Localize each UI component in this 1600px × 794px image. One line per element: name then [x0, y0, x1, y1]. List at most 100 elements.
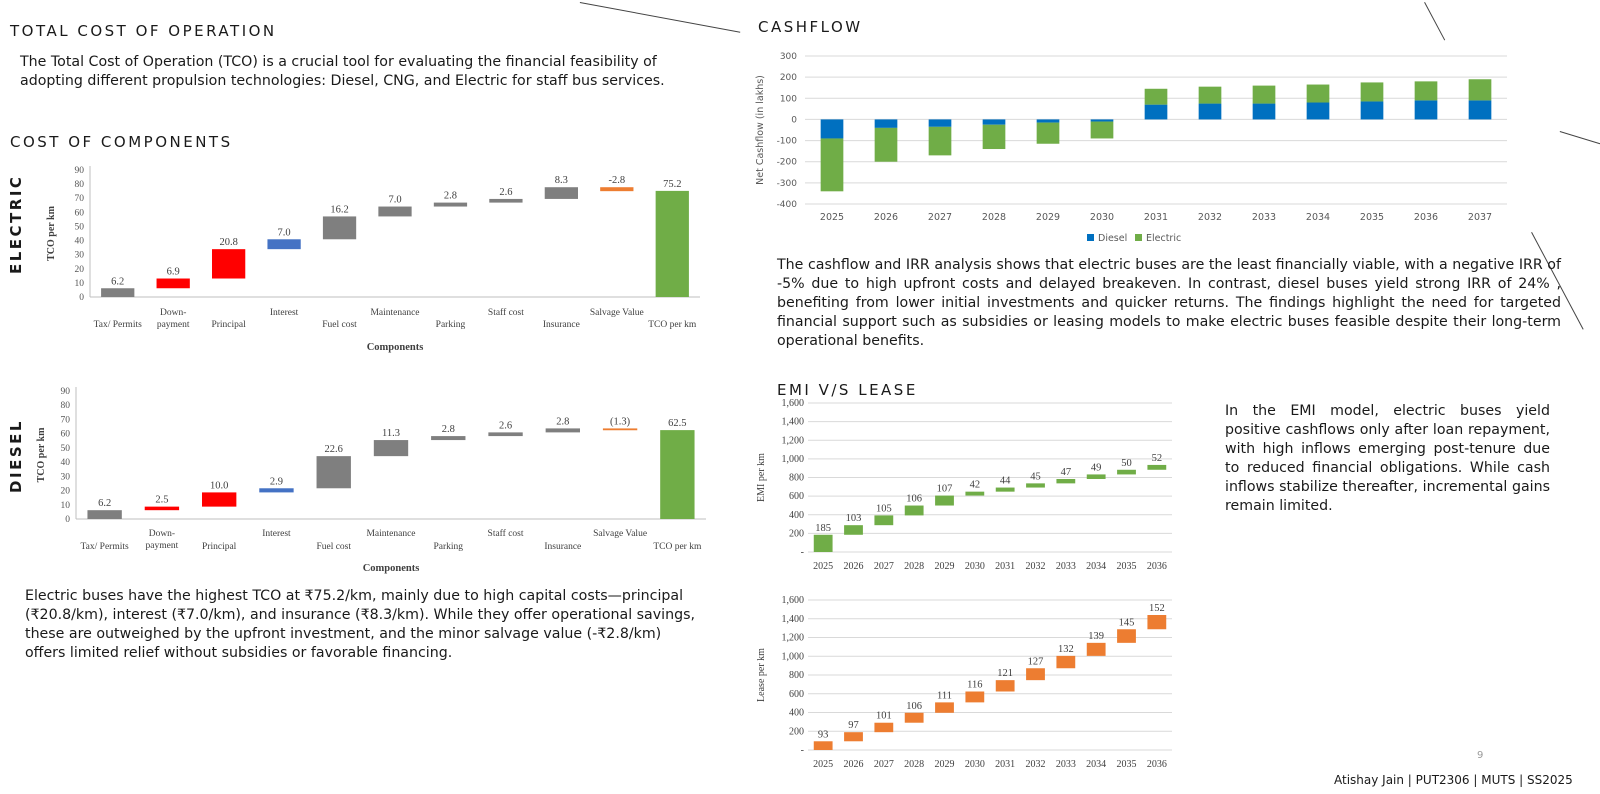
data-label: 121	[997, 668, 1013, 679]
y-tick-label: 1,400	[782, 614, 805, 625]
data-label: 11.3	[382, 428, 400, 439]
cashflow-bar	[1090, 119, 1114, 122]
data-label: 62.5	[668, 418, 686, 429]
waterfall-bar	[813, 534, 833, 552]
y-tick-label: 70	[75, 194, 85, 204]
waterfall-bar	[874, 722, 894, 733]
y-tick-label: -200	[777, 158, 798, 168]
data-label: 2.5	[155, 495, 168, 506]
x-tick-label: 2029	[935, 561, 955, 572]
category-label: payment	[157, 320, 190, 330]
data-label: 52	[1152, 453, 1163, 464]
data-label: 185	[815, 523, 831, 534]
cashflow-bar	[1468, 79, 1492, 101]
y-tick-label: 1,400	[782, 417, 805, 428]
cashflow-bar	[1252, 103, 1276, 120]
cashflow-bar	[1036, 122, 1060, 144]
category-label: Salvage Value	[593, 529, 647, 539]
y-tick-label: 300	[780, 52, 797, 62]
emi-chart: - 200 400 600 800 1,000 1,200 1,400 1,600 185 2025…	[756, 398, 1172, 572]
cashflow-summary-text: The cashflow and IRR analysis shows that…	[777, 257, 1561, 349]
y-tick-label: 0	[79, 293, 84, 303]
x-tick-label: 2037	[1468, 212, 1492, 223]
y-tick-label: 40	[75, 237, 85, 247]
connector-line	[1559, 131, 1600, 145]
waterfall-bar	[322, 216, 357, 240]
waterfall-bar	[87, 510, 122, 519]
category-label: Principal	[202, 542, 237, 552]
x-tick-label: 2026	[844, 561, 864, 572]
waterfall-bar	[1117, 469, 1136, 475]
cashflow-bar	[820, 138, 844, 192]
x-axis-title: Components	[367, 342, 424, 353]
waterfall-bar	[316, 456, 351, 489]
y-tick-label: 600	[789, 689, 804, 700]
waterfall-bar	[156, 278, 190, 289]
data-label: 45	[1030, 471, 1041, 482]
x-tick-label: 2029	[935, 759, 955, 770]
data-label: 42	[970, 480, 981, 491]
x-tick-label: 2032	[1026, 759, 1046, 770]
emi-heading: EMI V/S LEASE	[777, 381, 918, 399]
category-label: Insurance	[544, 542, 581, 552]
data-label: 103	[846, 513, 862, 524]
cashflow-bar	[1090, 121, 1114, 139]
waterfall-bar	[1056, 478, 1076, 484]
category-label: Staff cost	[488, 307, 524, 318]
data-label: 105	[876, 503, 892, 514]
x-tick-label: 2025	[820, 212, 844, 223]
x-tick-label: 2035	[1117, 561, 1137, 572]
category-label: Salvage Value	[590, 308, 644, 318]
y-tick-label: 400	[789, 708, 804, 719]
diesel-label: DIESEL	[7, 419, 25, 493]
waterfall-bar	[1026, 668, 1045, 681]
y-tick-label: 80	[75, 180, 85, 190]
y-tick-label: 1,000	[782, 454, 805, 465]
x-tick-label: 2033	[1056, 759, 1076, 770]
x-tick-label: 2032	[1026, 561, 1046, 572]
x-axis-title: Components	[363, 563, 420, 574]
y-tick-label: 70	[61, 415, 71, 425]
y-tick-label: 800	[789, 670, 804, 681]
x-tick-label: 2036	[1414, 212, 1438, 223]
data-label: 6.2	[111, 276, 124, 287]
data-label: 107	[937, 484, 953, 495]
category-label: Fuel cost	[322, 320, 357, 330]
y-tick-label: 200	[789, 726, 804, 737]
data-label: 111	[937, 690, 952, 701]
cashflow-bar	[1414, 100, 1438, 120]
waterfall-bar	[995, 487, 1015, 492]
x-tick-label: 2031	[995, 561, 1015, 572]
y-tick-label: -300	[777, 179, 798, 189]
y-tick-label: 0	[791, 115, 797, 125]
lease-chart: - 200 400 600 800 1,000 1,200 1,400 1,600 93 2025 9…	[756, 595, 1172, 770]
waterfall-bar	[267, 239, 301, 250]
cashflow-bar	[1414, 81, 1438, 101]
connector-line	[579, 2, 741, 33]
cashflow-bar	[928, 126, 952, 156]
waterfall-bar	[1056, 655, 1076, 669]
waterfall-bar	[965, 491, 985, 496]
y-tick-label: 1,000	[782, 651, 805, 662]
data-label: 2.8	[442, 424, 455, 435]
y-axis-title: EMI per km	[756, 453, 767, 502]
data-label: 50	[1121, 458, 1132, 469]
emi-summary-text: In the EMI model, electric buses yield p…	[1225, 403, 1550, 514]
category-label: Maintenance	[366, 529, 415, 539]
waterfall-bar	[488, 432, 523, 437]
waterfall-bar	[874, 515, 894, 526]
y-tick-label: 30	[75, 251, 85, 261]
waterfall-bar	[1147, 615, 1167, 630]
y-tick-label: 20	[75, 265, 85, 275]
x-tick-label: 2031	[995, 759, 1015, 770]
y-tick-label: 50	[61, 444, 71, 454]
y-tick-label: 50	[75, 222, 85, 232]
x-tick-label: 2030	[965, 759, 985, 770]
y-tick-label: -	[801, 547, 804, 558]
category-label: Parking	[436, 320, 466, 330]
diesel-tco-chart: 0 10 20 30 40 50 60 70 80 90 6.2 Tax/ Permits 2.5 Dow…	[36, 387, 706, 574]
y-tick-label: 1,200	[782, 633, 805, 644]
category-label: Maintenance	[370, 308, 419, 318]
data-label: 127	[1028, 656, 1044, 667]
tco-summary-text: Electric buses have the highest TCO at ₹…	[25, 588, 695, 661]
